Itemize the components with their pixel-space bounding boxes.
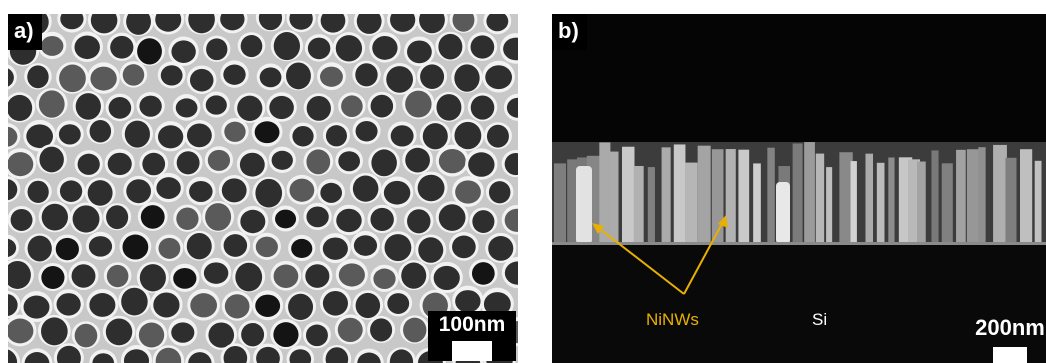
scale-bar-a-text: 100nm — [438, 313, 506, 336]
panel-b-label: b) — [552, 14, 587, 50]
scale-bar-a-line — [452, 341, 492, 361]
nanowire-cross-section-image — [552, 14, 1046, 363]
ninws-annotation: NiNWs — [646, 310, 699, 329]
porous-membrane-image — [8, 14, 518, 363]
panel-a-label: a) — [8, 14, 42, 50]
si-annotation: Si — [812, 310, 828, 329]
scale-bar-b-text: 200nm — [975, 315, 1045, 340]
scale-bar-b-line — [993, 347, 1027, 363]
sem-top-view-panel: a) 100nm — [8, 14, 518, 363]
scale-bar-a: 100nm — [428, 311, 516, 361]
scale-bar-b: 200nm — [960, 315, 1046, 363]
sem-cross-section-panel: b) NiNWs Si 200nm — [552, 14, 1046, 363]
